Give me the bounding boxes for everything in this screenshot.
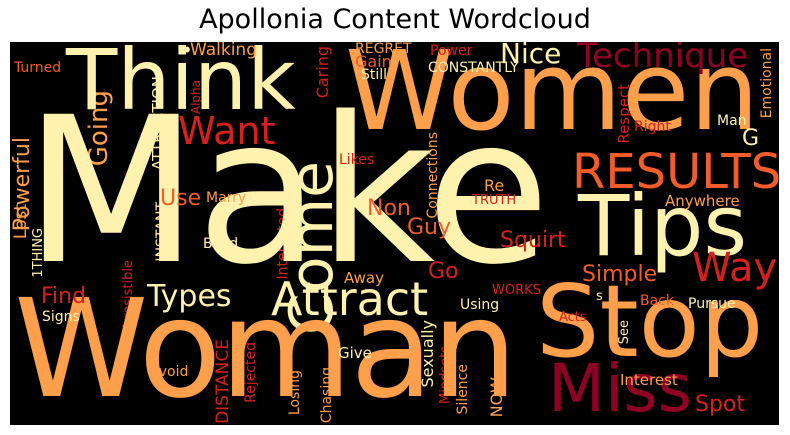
word-using: Using bbox=[460, 297, 500, 313]
word-dot: • bbox=[181, 42, 193, 62]
word-squirt: Squirt bbox=[500, 228, 566, 253]
word-marry: Marry bbox=[206, 190, 247, 206]
word-give: Give bbox=[338, 344, 372, 362]
word-acts: Acts bbox=[559, 310, 587, 325]
word-want: Want bbox=[178, 109, 276, 153]
word-pursue: Pursue bbox=[688, 296, 736, 312]
chart-title: Apollonia Content Wordcloud bbox=[199, 4, 591, 35]
word-nice: Nice bbox=[500, 42, 562, 70]
word-types: Types bbox=[147, 279, 232, 314]
word-away: Away bbox=[344, 269, 384, 287]
word-signs: Signs bbox=[42, 309, 80, 325]
word-power: Power bbox=[430, 43, 473, 59]
word-build: Build bbox=[203, 236, 239, 252]
word-results: RESULTS bbox=[572, 144, 779, 200]
word-anywhere: Anywhere bbox=[665, 192, 740, 210]
word-go: Go bbox=[428, 259, 459, 284]
word-miss: Miss bbox=[548, 350, 693, 425]
wordcloud-canvas: Come Going Powerful Lost 1THING Irresist… bbox=[10, 42, 779, 425]
word-interest: Interest bbox=[620, 371, 678, 389]
word-gain: Gain bbox=[355, 52, 392, 71]
word-guy: Guy bbox=[407, 215, 452, 240]
word-non: Non bbox=[367, 196, 411, 221]
word-stop: Stop bbox=[536, 263, 764, 380]
word-right: Right bbox=[634, 119, 671, 135]
word-emotional: Emotional bbox=[759, 48, 775, 119]
word-regret: REGRET bbox=[355, 42, 412, 57]
word-find: Find bbox=[41, 284, 87, 309]
word-attract: Attract bbox=[271, 272, 429, 326]
word-re: Re bbox=[484, 176, 505, 195]
word-use: Use bbox=[160, 186, 202, 211]
word-works: WORKS bbox=[492, 283, 541, 298]
word-constantly: CONSTANTLY bbox=[428, 60, 519, 76]
word-women: Women bbox=[345, 42, 760, 155]
word-simple: Simple bbox=[582, 262, 658, 287]
word-walking: Walking bbox=[190, 42, 257, 60]
word-man: Man bbox=[717, 113, 747, 129]
word-spot: Spot bbox=[695, 392, 746, 417]
word-think: Think bbox=[66, 42, 296, 129]
word-woman: Woman bbox=[14, 271, 518, 425]
word-s: s bbox=[596, 289, 603, 304]
word-g: G bbox=[742, 126, 760, 151]
word-still: Still bbox=[361, 67, 388, 83]
word-back: Back bbox=[640, 293, 674, 309]
word-tips: Tips bbox=[578, 177, 748, 275]
word-avoid: Avoid bbox=[150, 364, 189, 380]
word-likes: Likes bbox=[339, 152, 375, 168]
word-truth: TRUTH bbox=[472, 193, 517, 208]
word-technique: Technique bbox=[577, 42, 749, 76]
word-make: Make bbox=[24, 73, 550, 309]
word-turned: Turned bbox=[14, 60, 62, 76]
word-way: Way bbox=[692, 245, 778, 291]
